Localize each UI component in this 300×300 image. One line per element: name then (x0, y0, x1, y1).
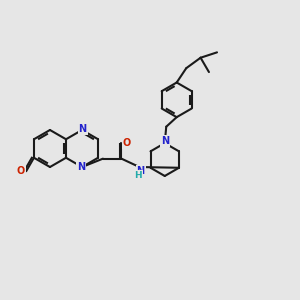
Text: N: N (79, 124, 87, 134)
Text: N: N (161, 136, 169, 146)
Text: O: O (123, 137, 131, 148)
Text: H: H (134, 171, 142, 180)
Text: N: N (77, 162, 86, 172)
Text: O: O (17, 166, 25, 176)
Text: N: N (136, 166, 145, 176)
